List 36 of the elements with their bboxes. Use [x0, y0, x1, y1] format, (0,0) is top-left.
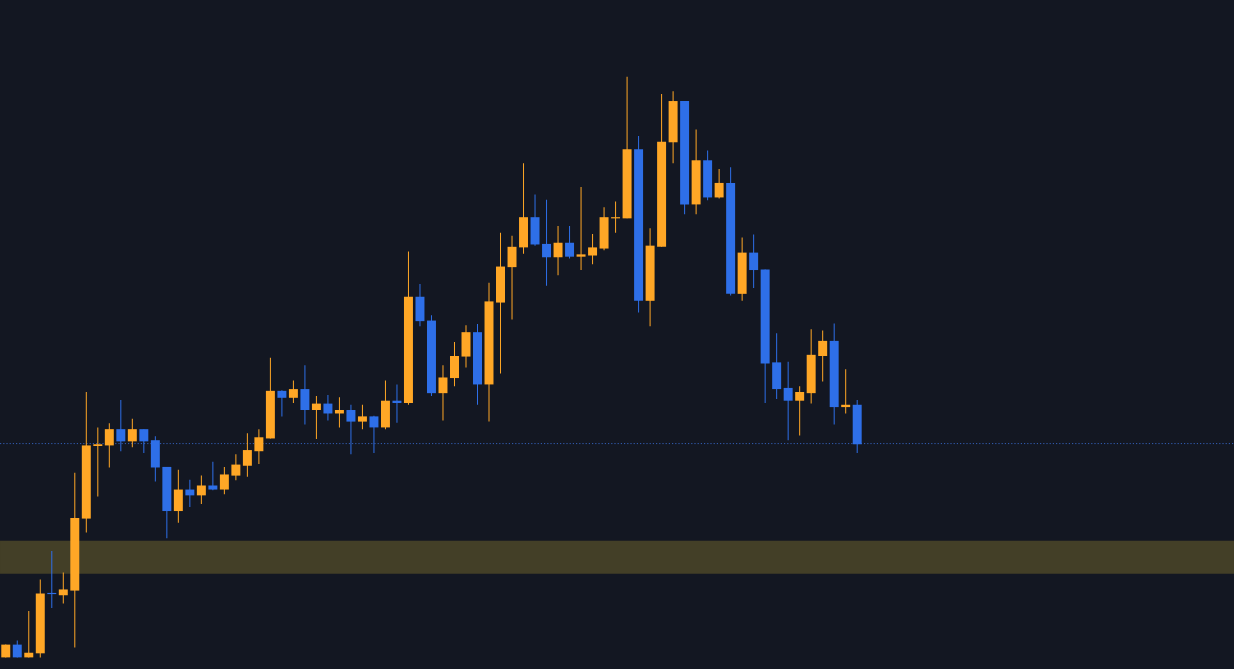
candlestick [553, 225, 563, 276]
candlestick [576, 186, 586, 271]
candlestick [450, 341, 459, 387]
candlestick [714, 168, 724, 200]
candlestick [242, 432, 252, 478]
candlestick [47, 550, 57, 609]
candlestick [219, 466, 229, 495]
candlestick [438, 364, 448, 421]
candlestick [208, 461, 218, 491]
candlestick [300, 364, 310, 426]
candlestick [588, 233, 598, 265]
candlestick [783, 361, 793, 441]
candlestick [196, 475, 206, 505]
candlestick [346, 404, 356, 455]
candlestick [311, 395, 321, 440]
candlestick [104, 422, 114, 468]
candlestick [323, 394, 333, 421]
candlestick [611, 201, 621, 234]
candlestick [127, 418, 137, 448]
candlestick [749, 234, 759, 289]
candlestick [173, 469, 183, 524]
candlestick [357, 404, 367, 430]
candlestick [139, 428, 149, 454]
candlestick [795, 385, 805, 437]
candlestick [288, 379, 298, 404]
candlestick [116, 399, 126, 452]
candlestick [818, 329, 828, 383]
candlestick [565, 225, 575, 259]
candlestick [507, 235, 517, 320]
candlestick [277, 389, 287, 417]
candlestick [58, 572, 68, 604]
candlestick [254, 428, 264, 465]
candlestick [93, 426, 103, 498]
candlestick [231, 453, 241, 481]
candlestick [542, 199, 552, 287]
candlestick [369, 415, 379, 454]
